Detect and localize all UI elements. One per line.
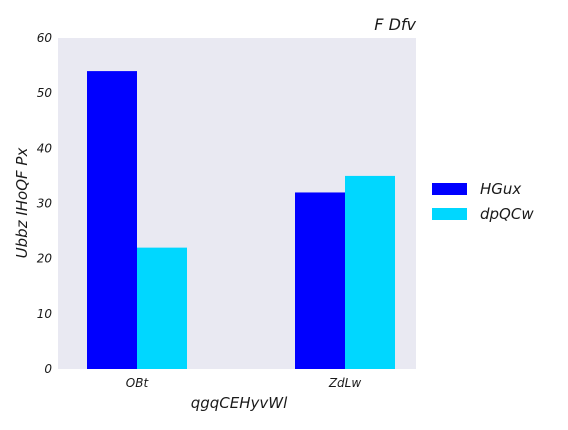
- y-axis: 0 10 20 30 40 50 60: [37, 31, 53, 376]
- bar-dpQCw-OBt: [137, 247, 187, 369]
- y-tick-label: 50: [37, 86, 53, 100]
- x-tick-label: ZdLw: [328, 376, 362, 390]
- x-axis: OBt ZdLw: [126, 376, 362, 390]
- x-axis-label: qgqCEHyvWl: [191, 394, 288, 412]
- legend: HGux dpQCw: [432, 180, 534, 223]
- y-tick-label: 60: [37, 31, 53, 45]
- bar-HGux-ZdLw: [295, 192, 345, 369]
- bar-dpQCw-ZdLw: [345, 175, 395, 369]
- chart-title: F Dfv: [374, 15, 416, 34]
- legend-swatch-dpQCw: [432, 208, 467, 220]
- y-tick-label: 30: [37, 197, 53, 211]
- legend-label-dpQCw: dpQCw: [480, 205, 534, 223]
- bars-layer: [87, 71, 395, 369]
- legend-label-HGux: HGux: [480, 180, 521, 198]
- y-tick-label: 40: [37, 141, 53, 155]
- legend-swatch-HGux: [432, 183, 467, 195]
- y-tick-label: 0: [44, 362, 52, 376]
- y-tick-label: 20: [37, 252, 53, 266]
- x-tick-label: OBt: [126, 376, 150, 390]
- y-tick-label: 10: [37, 307, 53, 321]
- bar-HGux-OBt: [87, 71, 137, 369]
- y-axis-label: Ubbz IHoQF Px: [13, 148, 31, 259]
